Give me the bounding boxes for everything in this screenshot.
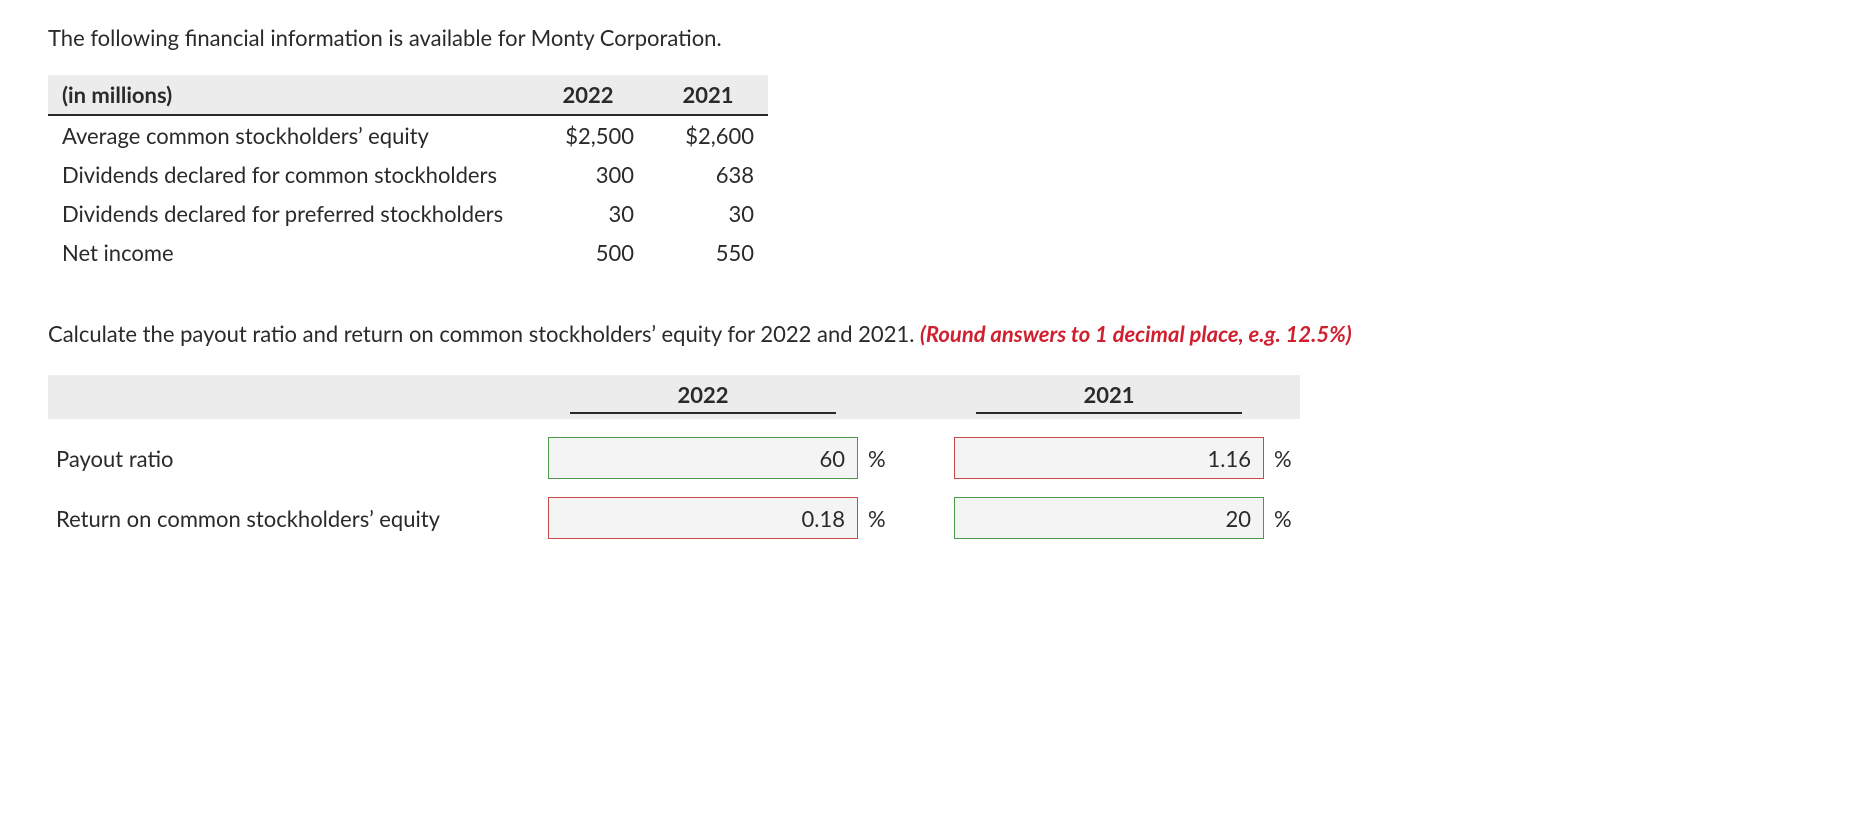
table-cell-2021: 638 [648, 155, 768, 194]
table-cell-2022: 300 [528, 155, 648, 194]
answer-header-2022: 2022 [548, 375, 858, 419]
intro-text: The following financial information is a… [48, 24, 1818, 51]
table-row-label: Average common stockholders’ equity [48, 115, 528, 155]
table-row: Average common stockholders’ equity$2,50… [48, 115, 768, 155]
question-text: Calculate the payout ratio and return on… [48, 320, 1818, 347]
table-cell-2021: 550 [648, 233, 768, 272]
percent-symbol: % [858, 445, 894, 472]
percent-symbol: % [1264, 505, 1300, 532]
answer-grid: 2022 2021 [48, 375, 1818, 419]
table-row: Dividends declared for preferred stockho… [48, 194, 768, 233]
answer-row: Payout ratio60%1.16% [48, 437, 1818, 479]
answer-input-2022[interactable]: 60 [548, 437, 858, 479]
table-year-2022: 2022 [528, 75, 648, 115]
table-cell-2021: $2,600 [648, 115, 768, 155]
answer-row-label: Payout ratio [48, 445, 548, 472]
question-body: Calculate the payout ratio and return on… [48, 320, 920, 347]
table-cell-2022: 500 [528, 233, 648, 272]
answer-header-2021: 2021 [954, 375, 1264, 419]
answer-input-2022[interactable]: 0.18 [548, 497, 858, 539]
answer-row: Return on common stockholders’ equity0.1… [48, 497, 1818, 539]
table-row: Dividends declared for common stockholde… [48, 155, 768, 194]
answer-input-2021[interactable]: 1.16 [954, 437, 1264, 479]
answer-header-pct-b [1264, 375, 1300, 419]
table-row-label: Dividends declared for common stockholde… [48, 155, 528, 194]
question-hint: (Round answers to 1 decimal place, e.g. … [920, 320, 1352, 347]
table-unit-label: (in millions) [48, 75, 528, 115]
table-cell-2022: 30 [528, 194, 648, 233]
answer-year-2022-label: 2022 [570, 381, 836, 414]
answer-header-gap [894, 375, 954, 419]
answer-row-label: Return on common stockholders’ equity [48, 505, 548, 532]
answer-year-2021-label: 2021 [976, 381, 1242, 414]
percent-symbol: % [1264, 445, 1300, 472]
answer-header-pct-a [858, 375, 894, 419]
answer-input-2021[interactable]: 20 [954, 497, 1264, 539]
financial-data-table: (in millions) 2022 2021 Average common s… [48, 75, 768, 272]
table-cell-2021: 30 [648, 194, 768, 233]
table-row: Net income500550 [48, 233, 768, 272]
table-cell-2022: $2,500 [528, 115, 648, 155]
percent-symbol: % [858, 505, 894, 532]
table-year-2021: 2021 [648, 75, 768, 115]
table-row-label: Dividends declared for preferred stockho… [48, 194, 528, 233]
answer-header-spacer [48, 375, 548, 419]
table-row-label: Net income [48, 233, 528, 272]
